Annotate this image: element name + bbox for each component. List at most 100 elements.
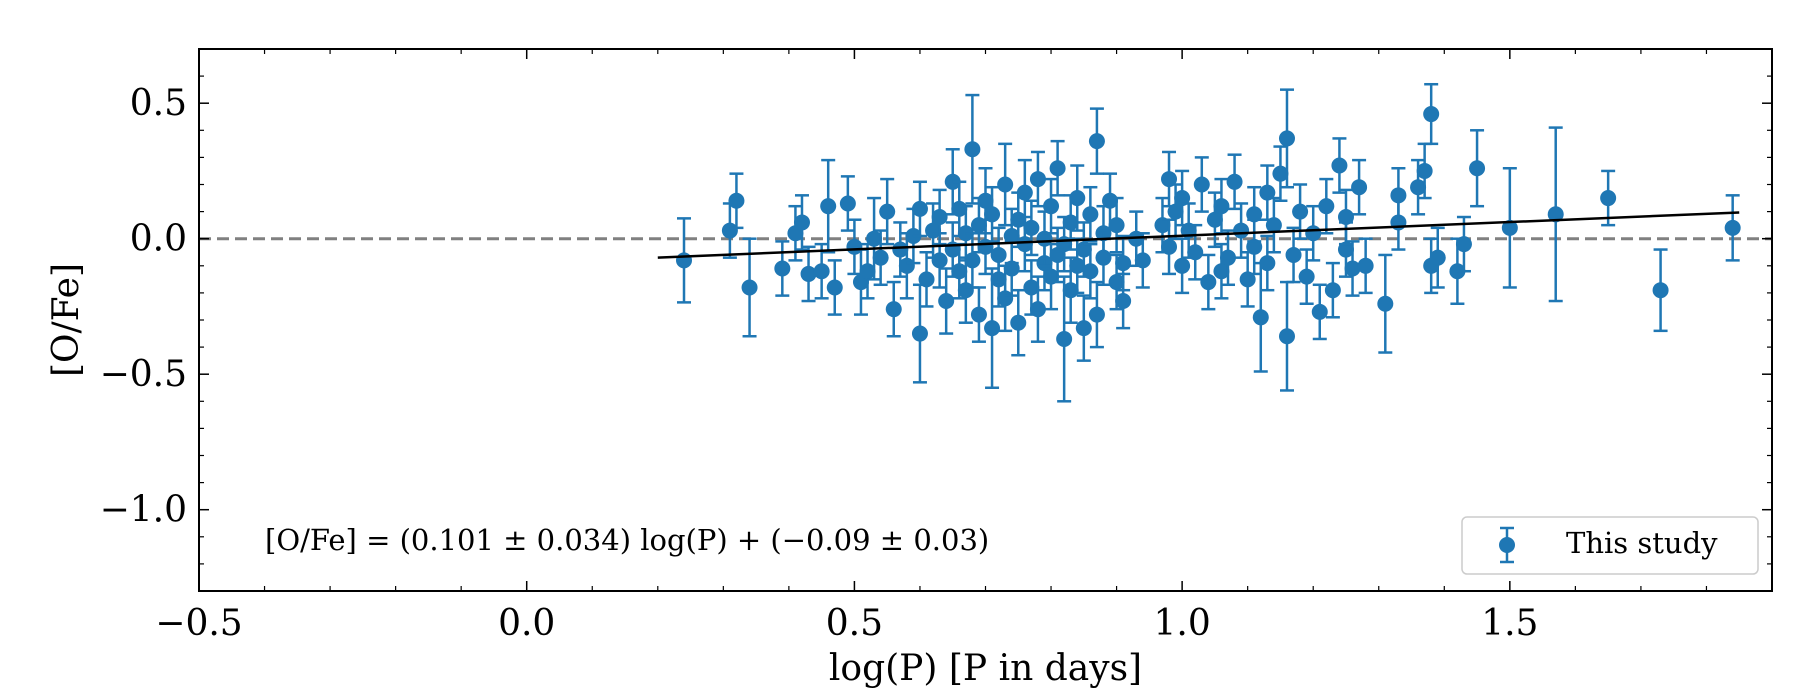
data-point [1049,139,1066,197]
data-point [1023,199,1040,257]
point-marker [1226,173,1243,190]
point-marker [1108,274,1125,291]
data-point [911,283,928,384]
point-marker [970,306,987,323]
point-marker [1272,165,1289,182]
data-point [1259,234,1276,292]
data-point [1600,169,1617,227]
data-point [1265,196,1282,254]
ticks-layer [198,48,1773,592]
data-point [1357,237,1374,295]
point-marker [1292,203,1309,220]
point-marker [1003,260,1020,277]
data-point [1318,177,1335,235]
point-marker [1029,301,1046,318]
point-marker [793,214,810,231]
point-marker [1377,295,1394,312]
data-point [1161,218,1178,276]
data-point [1246,185,1263,243]
plot-frame [198,48,1773,592]
fit-line [657,211,1740,259]
data-point [1193,156,1210,213]
data-point [1239,251,1256,308]
data-point [728,172,745,230]
point-marker [1416,162,1433,179]
data-point [1501,166,1518,289]
point-marker [1351,179,1368,196]
point-marker [1429,249,1446,266]
data-point [990,226,1007,284]
point-marker [1298,268,1315,285]
point-marker [1344,260,1361,277]
x-tick-label: 0.5 [826,603,883,644]
point-marker [1252,309,1269,326]
point-marker [1187,244,1204,261]
data-point [1311,283,1328,341]
x-axis-label: log(P) [P in days] [829,648,1142,689]
data-point [839,175,856,232]
point-marker [879,203,896,220]
point-marker [984,206,1001,223]
point-marker [997,290,1014,307]
point-marker [1108,217,1125,234]
point-marker [1134,252,1151,269]
data-point [1200,253,1217,311]
point-marker [1220,249,1237,266]
data-point [1029,275,1046,343]
point-marker [1246,206,1263,223]
point-marker [951,263,968,280]
data-point [1056,275,1073,403]
point-marker [970,217,987,234]
data-points-layer [676,82,1741,403]
data-point [774,240,791,297]
x-tick-label: 0.0 [498,603,555,644]
data-point [1547,126,1564,303]
data-point [1226,153,1243,211]
point-marker [1324,282,1341,299]
data-point [1337,188,1354,246]
point-marker [1115,255,1132,272]
point-marker [931,209,948,226]
data-point [984,185,1001,243]
point-marker [1075,320,1092,337]
data-point [1161,150,1178,208]
data-point [866,196,883,281]
data-point [1410,158,1427,216]
point-marker [1174,190,1191,207]
point-marker [676,252,693,269]
point-marker [1056,330,1073,347]
point-marker [1069,257,1086,274]
point-marker [721,222,738,239]
data-point [938,267,955,335]
point-marker [1469,160,1486,177]
point-marker [1239,271,1256,288]
data-point [1088,280,1105,349]
point-marker [1102,192,1119,209]
point-marker [1600,190,1617,207]
point-marker [800,265,817,282]
point-marker [1075,241,1092,258]
point-marker [990,246,1007,263]
data-point [872,229,889,287]
data-point [1272,145,1289,203]
point-marker [1010,211,1027,228]
point-marker [846,238,863,255]
fit-line-layer [657,211,1740,259]
point-marker [1023,219,1040,236]
y-tick-label: 0.5 [130,83,187,124]
point-marker [1016,184,1033,201]
point-marker [1331,157,1348,174]
point-marker [984,320,1001,337]
point-marker [1213,263,1230,280]
data-point [1278,88,1295,189]
point-marker [997,176,1014,193]
point-marker [1069,190,1086,207]
data-point [1115,234,1132,292]
point-marker [741,279,758,296]
point-marker [1154,217,1171,234]
point-marker [1049,160,1066,177]
data-point [1298,248,1315,305]
data-point [1108,196,1125,254]
point-marker [859,263,876,280]
